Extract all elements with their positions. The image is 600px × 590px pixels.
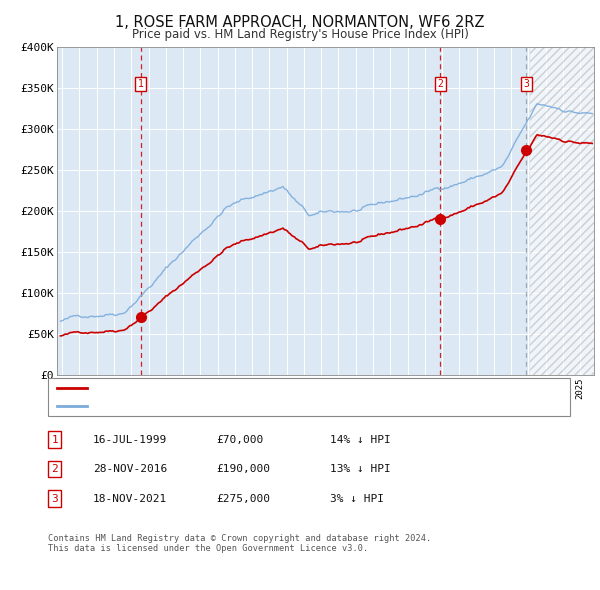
Text: 14% ↓ HPI: 14% ↓ HPI bbox=[330, 435, 391, 444]
Text: £70,000: £70,000 bbox=[216, 435, 263, 444]
Text: 18-NOV-2021: 18-NOV-2021 bbox=[93, 494, 167, 503]
Text: £275,000: £275,000 bbox=[216, 494, 270, 503]
Text: 1: 1 bbox=[52, 435, 58, 444]
Bar bbox=[530, 47, 600, 375]
Text: 28-NOV-2016: 28-NOV-2016 bbox=[93, 464, 167, 474]
Text: HPI: Average price, detached house, Wakefield: HPI: Average price, detached house, Wake… bbox=[92, 401, 362, 411]
Text: 13% ↓ HPI: 13% ↓ HPI bbox=[330, 464, 391, 474]
Text: Price paid vs. HM Land Registry's House Price Index (HPI): Price paid vs. HM Land Registry's House … bbox=[131, 28, 469, 41]
Text: 1: 1 bbox=[137, 79, 143, 89]
Text: £190,000: £190,000 bbox=[216, 464, 270, 474]
Text: 1, ROSE FARM APPROACH, NORMANTON, WF6 2RZ (detached house): 1, ROSE FARM APPROACH, NORMANTON, WF6 2R… bbox=[92, 384, 440, 394]
Text: 3: 3 bbox=[524, 79, 529, 89]
Text: 2: 2 bbox=[437, 79, 443, 89]
Text: 16-JUL-1999: 16-JUL-1999 bbox=[93, 435, 167, 444]
Text: 1, ROSE FARM APPROACH, NORMANTON, WF6 2RZ: 1, ROSE FARM APPROACH, NORMANTON, WF6 2R… bbox=[115, 15, 485, 30]
Text: 2: 2 bbox=[52, 464, 58, 474]
Text: 3: 3 bbox=[52, 494, 58, 503]
Text: 3% ↓ HPI: 3% ↓ HPI bbox=[330, 494, 384, 503]
Text: Contains HM Land Registry data © Crown copyright and database right 2024.
This d: Contains HM Land Registry data © Crown c… bbox=[48, 534, 431, 553]
